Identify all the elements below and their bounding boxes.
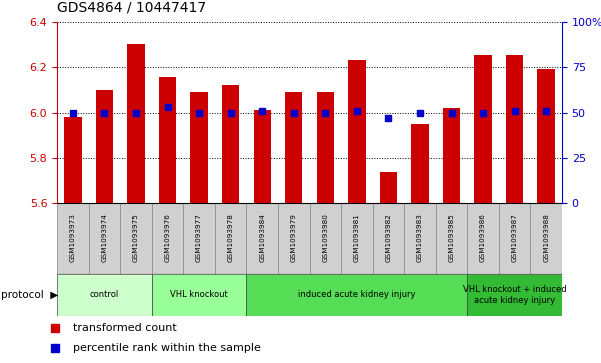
Bar <box>64 117 82 203</box>
Text: GDS4864 / 10447417: GDS4864 / 10447417 <box>57 0 206 15</box>
Bar <box>506 55 523 203</box>
Bar <box>278 203 310 274</box>
Text: GSM1093983: GSM1093983 <box>417 213 423 262</box>
Text: GSM1093988: GSM1093988 <box>543 213 549 262</box>
Bar <box>151 274 246 316</box>
Bar <box>285 92 302 203</box>
Bar <box>474 55 492 203</box>
Text: induced acute kidney injury: induced acute kidney injury <box>298 290 416 299</box>
Bar <box>191 92 208 203</box>
Text: GSM1093982: GSM1093982 <box>385 213 391 262</box>
Text: GSM1093976: GSM1093976 <box>165 213 171 262</box>
Bar <box>222 85 239 203</box>
Bar <box>499 203 531 274</box>
Bar <box>436 203 468 274</box>
Text: GSM1093975: GSM1093975 <box>133 213 139 262</box>
Text: VHL knockout + induced
acute kidney injury: VHL knockout + induced acute kidney inju… <box>463 285 566 305</box>
Bar <box>380 171 397 203</box>
Bar <box>151 203 183 274</box>
Bar <box>246 203 278 274</box>
Text: GSM1093984: GSM1093984 <box>259 213 265 262</box>
Text: GSM1093978: GSM1093978 <box>228 213 234 262</box>
Bar <box>348 60 365 203</box>
Bar <box>246 274 468 316</box>
Text: GSM1093973: GSM1093973 <box>70 213 76 262</box>
Bar <box>57 203 89 274</box>
Text: GSM1093987: GSM1093987 <box>511 213 517 262</box>
Bar <box>531 203 562 274</box>
Bar <box>57 274 151 316</box>
Text: GSM1093981: GSM1093981 <box>354 213 360 262</box>
Bar <box>183 203 215 274</box>
Bar <box>310 203 341 274</box>
Bar <box>120 203 151 274</box>
Text: protocol  ▶: protocol ▶ <box>1 290 58 300</box>
Text: GSM1093977: GSM1093977 <box>196 213 202 262</box>
Bar <box>254 110 271 203</box>
Bar <box>317 92 334 203</box>
Bar <box>341 203 373 274</box>
Bar <box>373 203 404 274</box>
Bar <box>96 90 113 203</box>
Bar <box>537 69 555 203</box>
Text: VHL knockout: VHL knockout <box>170 290 228 299</box>
Bar <box>468 203 499 274</box>
Bar <box>89 203 120 274</box>
Text: GSM1093986: GSM1093986 <box>480 213 486 262</box>
Bar <box>468 274 562 316</box>
Text: GSM1093974: GSM1093974 <box>102 213 108 262</box>
Bar <box>127 45 145 203</box>
Text: control: control <box>90 290 119 299</box>
Text: GSM1093979: GSM1093979 <box>291 213 297 262</box>
Bar <box>411 124 429 203</box>
Bar <box>443 108 460 203</box>
Bar <box>404 203 436 274</box>
Bar <box>159 77 176 203</box>
Text: GSM1093980: GSM1093980 <box>322 213 328 262</box>
Text: GSM1093985: GSM1093985 <box>448 213 454 262</box>
Text: transformed count: transformed count <box>73 323 177 333</box>
Text: percentile rank within the sample: percentile rank within the sample <box>73 343 261 354</box>
Bar <box>215 203 246 274</box>
